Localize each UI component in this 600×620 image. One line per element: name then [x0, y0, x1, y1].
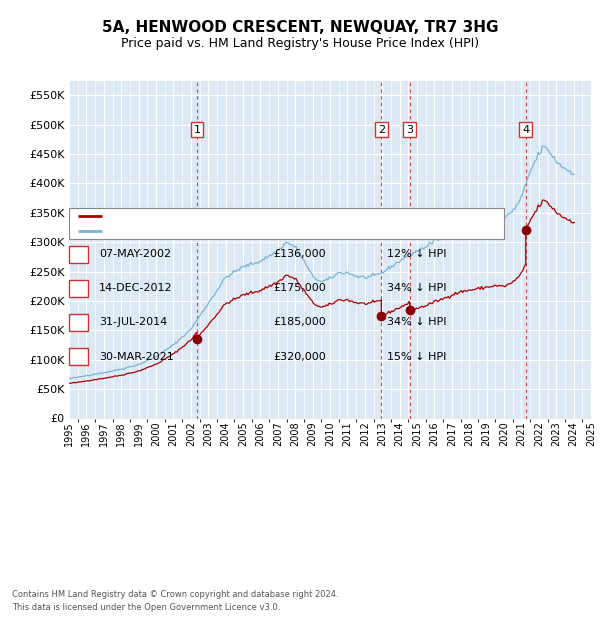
Text: 4: 4	[75, 352, 82, 361]
Text: 5A, HENWOOD CRESCENT, NEWQUAY, TR7 3HG: 5A, HENWOOD CRESCENT, NEWQUAY, TR7 3HG	[102, 20, 498, 35]
Text: 2: 2	[378, 125, 385, 135]
Text: 30-MAR-2021: 30-MAR-2021	[99, 352, 174, 361]
Text: 34% ↓ HPI: 34% ↓ HPI	[387, 283, 446, 293]
Text: £136,000: £136,000	[273, 249, 326, 259]
Text: 1: 1	[75, 249, 82, 259]
Text: 4: 4	[522, 125, 529, 135]
Text: 34% ↓ HPI: 34% ↓ HPI	[387, 317, 446, 327]
Text: 15% ↓ HPI: 15% ↓ HPI	[387, 352, 446, 361]
Text: £185,000: £185,000	[273, 317, 326, 327]
Text: 5A, HENWOOD CRESCENT, NEWQUAY, TR7 3HG (detached house): 5A, HENWOOD CRESCENT, NEWQUAY, TR7 3HG (…	[108, 211, 468, 221]
Text: £175,000: £175,000	[273, 283, 326, 293]
Text: Contains HM Land Registry data © Crown copyright and database right 2024.
This d: Contains HM Land Registry data © Crown c…	[12, 590, 338, 612]
Text: 3: 3	[75, 317, 82, 327]
Text: Price paid vs. HM Land Registry's House Price Index (HPI): Price paid vs. HM Land Registry's House …	[121, 37, 479, 50]
Text: 3: 3	[406, 125, 413, 135]
Text: 1: 1	[193, 125, 200, 135]
Text: 07-MAY-2002: 07-MAY-2002	[99, 249, 171, 259]
Text: £320,000: £320,000	[273, 352, 326, 361]
Text: 14-DEC-2012: 14-DEC-2012	[99, 283, 173, 293]
Text: 31-JUL-2014: 31-JUL-2014	[99, 317, 167, 327]
Text: HPI: Average price, detached house, Cornwall: HPI: Average price, detached house, Corn…	[108, 226, 358, 236]
Text: 2: 2	[75, 283, 82, 293]
Text: 12% ↓ HPI: 12% ↓ HPI	[387, 249, 446, 259]
